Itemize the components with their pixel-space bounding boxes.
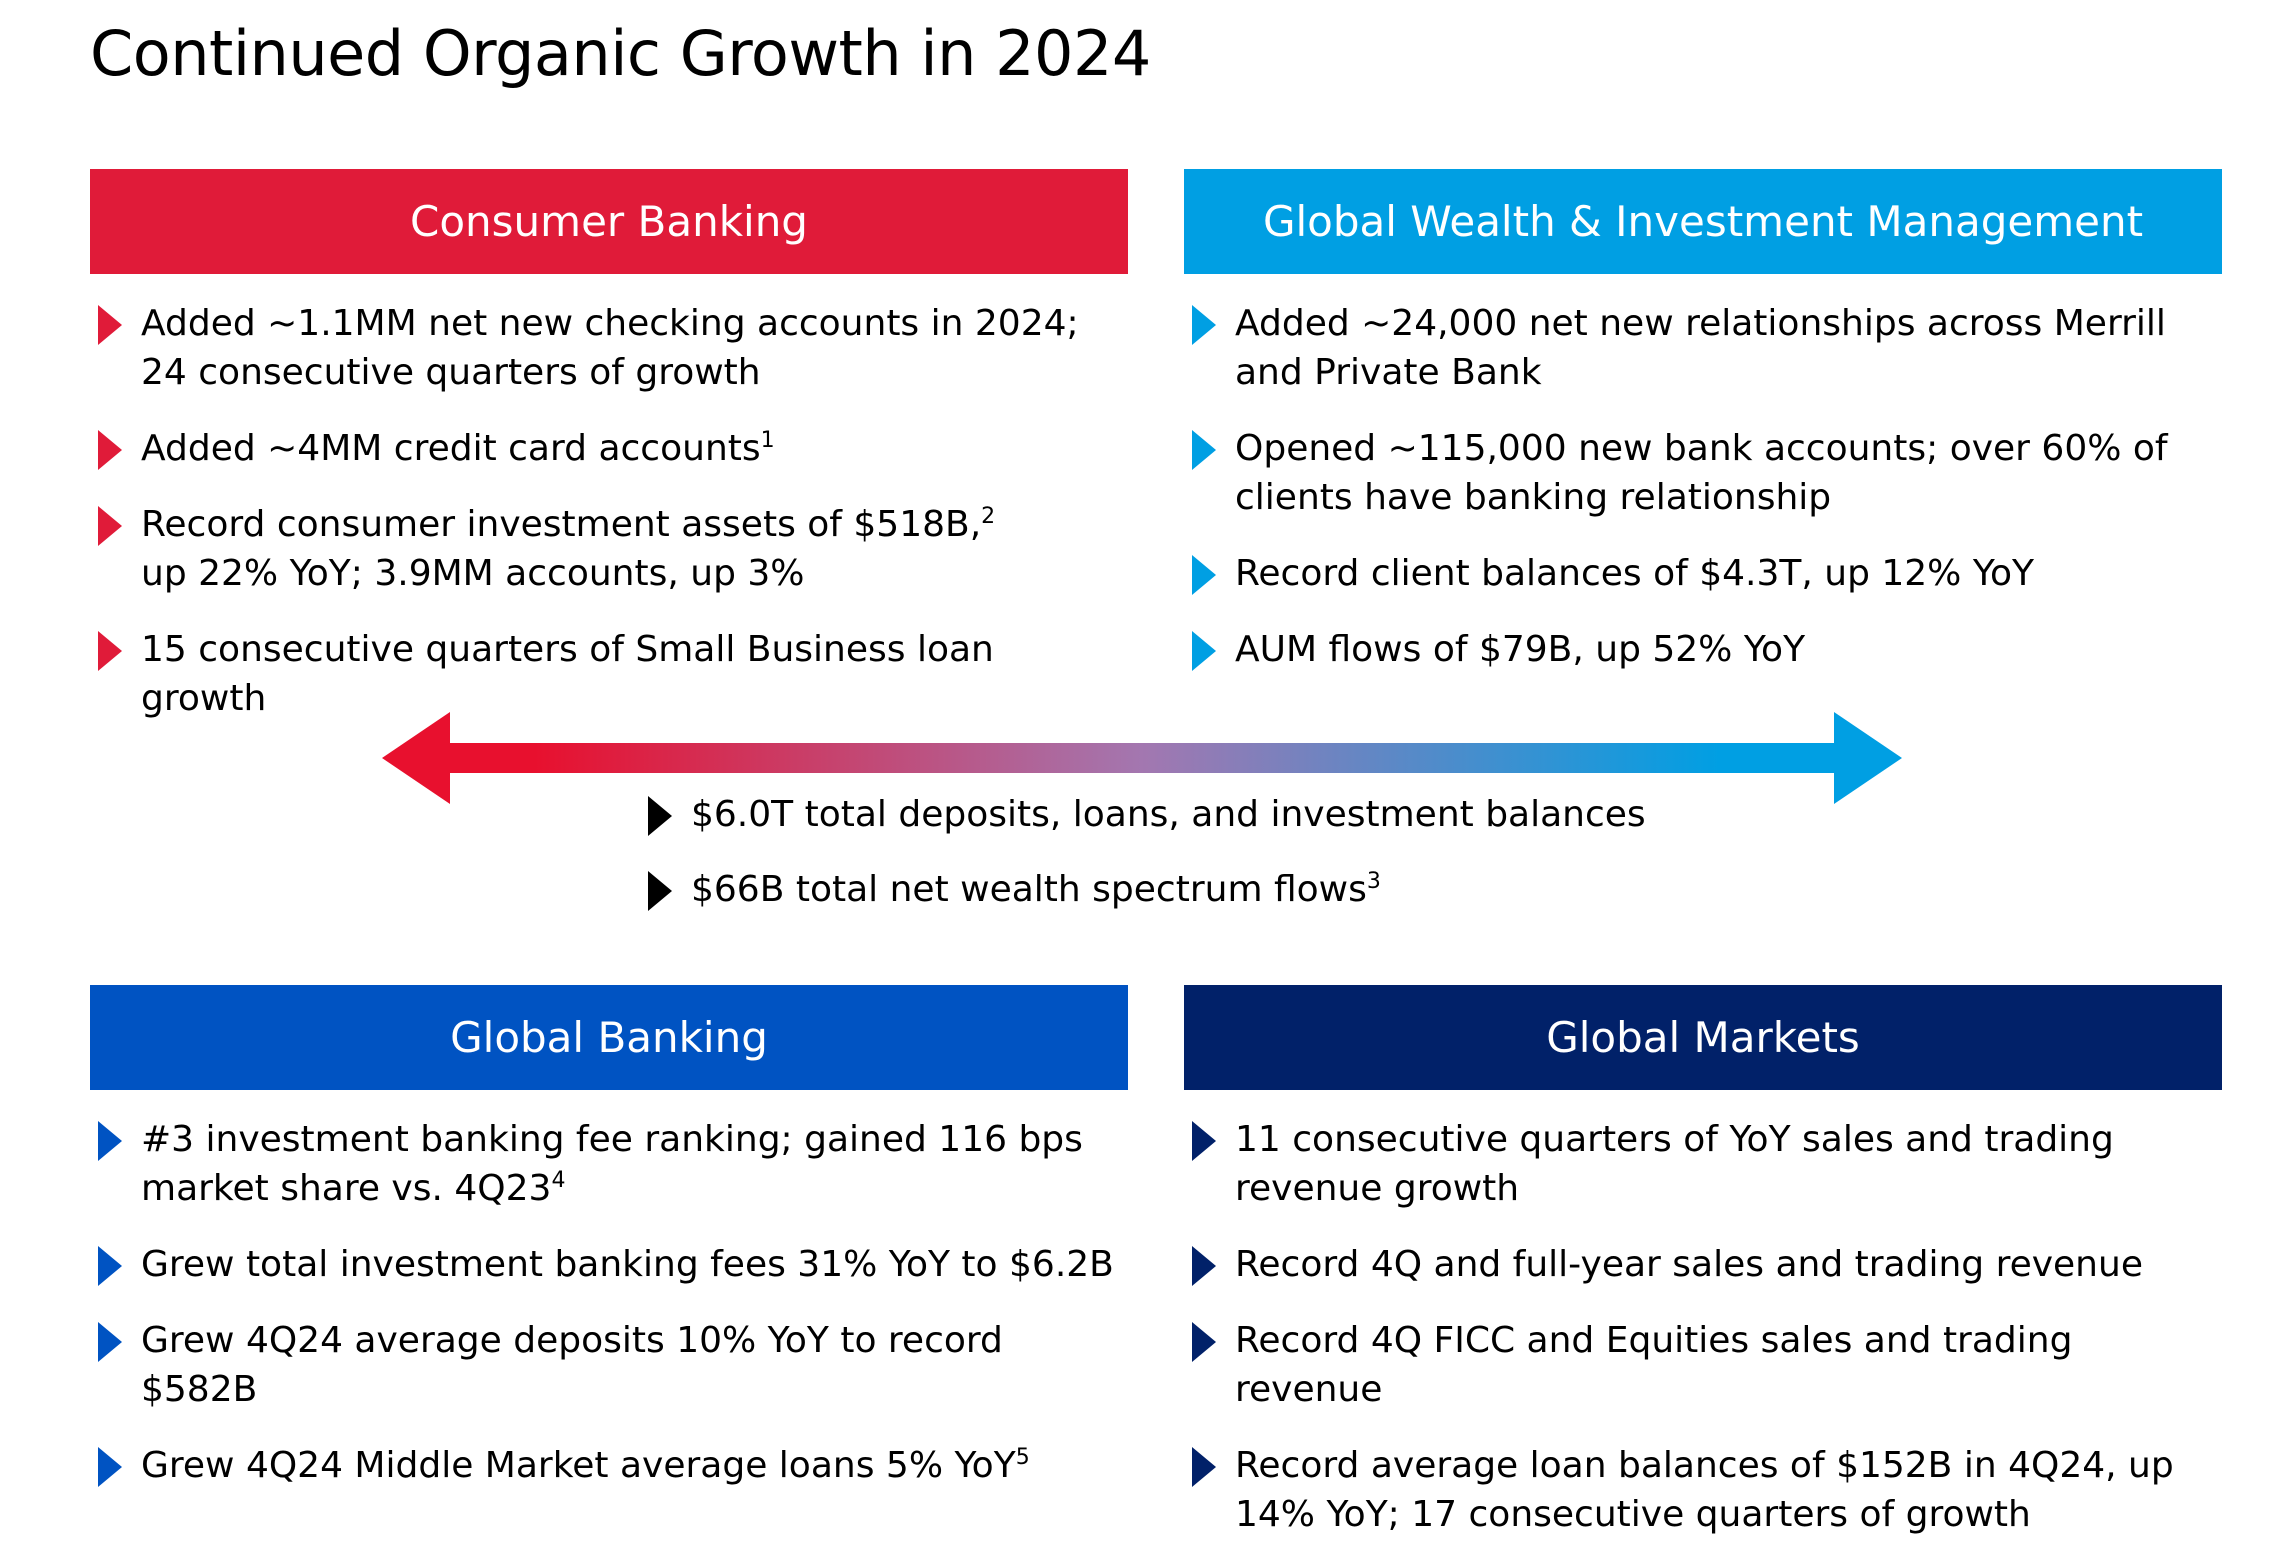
global-markets-header: Global Markets [1184,985,2222,1090]
list-item: Record 4Q FICC and Equities sales and tr… [1184,1316,2222,1414]
bullet-text-continued: up 22% YoY; 3.9MM accounts, up 3% [141,553,805,594]
double-arrow-icon [382,712,1902,804]
list-item: Grew 4Q24 average deposits 10% YoY to re… [90,1316,1128,1414]
list-item: Added ~24,000 net new relationships acro… [1184,299,2222,397]
footnote-marker: 5 [1015,1445,1030,1470]
bullet-text: Opened ~115,000 new bank accounts; over … [1235,428,2168,518]
list-item: Opened ~115,000 new bank accounts; over … [1184,424,2222,522]
global-banking-panel: Global Banking #3 investment banking fee… [90,985,1128,1517]
list-item: $6.0T total deposits, loans, and investm… [640,790,1646,839]
triangle-bullet-icon [648,871,672,911]
triangle-bullet-icon [98,1246,122,1286]
bullet-text: Record 4Q and full-year sales and tradin… [1235,1244,2143,1285]
double-arrow-graphic [382,708,1902,812]
triangle-bullet-icon [98,506,122,546]
list-item: Record average loan balances of $152B in… [1184,1441,2222,1539]
triangle-bullet-icon [1192,305,1216,345]
global-banking-list: #3 investment banking fee ranking; gaine… [90,1115,1128,1490]
bullet-text: 15 consecutive quarters of Small Busines… [141,629,994,719]
list-item: Added ~1.1MM net new checking accounts i… [90,299,1128,397]
triangle-bullet-icon [98,1447,122,1487]
bullet-text: $66B total net wealth spectrum flows [691,869,1367,910]
bullet-text: Grew total investment banking fees 31% Y… [141,1244,1114,1285]
bullet-text: Grew 4Q24 average deposits 10% YoY to re… [141,1320,1003,1410]
list-item: 11 consecutive quarters of YoY sales and… [1184,1115,2222,1213]
triangle-bullet-icon [1192,1121,1216,1161]
gwim-panel: Global Wealth & Investment Management Ad… [1184,169,2222,701]
footnote-marker: 3 [1366,869,1381,894]
bullet-text: Record 4Q FICC and Equities sales and tr… [1235,1320,2073,1410]
bullet-text: Record average loan balances of $152B in… [1235,1445,2174,1535]
list-item: AUM flows of $79B, up 52% YoY [1184,625,2222,674]
consumer-banking-header: Consumer Banking [90,169,1128,274]
center-summary-list: $6.0T total deposits, loans, and investm… [640,790,1646,914]
gwim-header: Global Wealth & Investment Management [1184,169,2222,274]
list-item: Grew total investment banking fees 31% Y… [90,1240,1128,1289]
bullet-text: Grew 4Q24 Middle Market average loans 5%… [141,1445,1016,1486]
list-item: Added ~4MM credit card accounts1 [90,424,1128,473]
bullet-text: AUM flows of $79B, up 52% YoY [1235,629,1806,670]
page-title: Continued Organic Growth in 2024 [90,17,1151,90]
triangle-bullet-icon [98,305,122,345]
bullet-text: Record client balances of $4.3T, up 12% … [1235,553,2035,594]
bullet-text: $6.0T total deposits, loans, and investm… [691,794,1646,835]
consumer-banking-panel: Consumer Banking Added ~1.1MM net new ch… [90,169,1128,750]
bullet-text: Added ~24,000 net new relationships acro… [1235,303,2166,393]
triangle-bullet-icon [1192,1246,1216,1286]
triangle-bullet-icon [98,430,122,470]
triangle-bullet-icon [98,1322,122,1362]
triangle-bullet-icon [648,796,672,836]
triangle-bullet-icon [1192,430,1216,470]
bullet-text: Added ~4MM credit card accounts [141,428,761,469]
list-item: Record 4Q and full-year sales and tradin… [1184,1240,2222,1289]
bullet-text: Record consumer investment assets of $51… [141,504,982,545]
triangle-bullet-icon [1192,555,1216,595]
triangle-bullet-icon [98,1121,122,1161]
list-item: #3 investment banking fee ranking; gaine… [90,1115,1128,1213]
consumer-banking-list: Added ~1.1MM net new checking accounts i… [90,299,1128,723]
triangle-bullet-icon [98,631,122,671]
bullet-text: Added ~1.1MM net new checking accounts i… [141,303,1079,393]
gwim-list: Added ~24,000 net new relationships acro… [1184,299,2222,674]
list-item: Record client balances of $4.3T, up 12% … [1184,549,2222,598]
triangle-bullet-icon [1192,1447,1216,1487]
list-item: $66B total net wealth spectrum flows3 [640,865,1646,914]
center-summary: $6.0T total deposits, loans, and investm… [640,790,1646,940]
bullet-text: 11 consecutive quarters of YoY sales and… [1235,1119,2114,1209]
triangle-bullet-icon [1192,631,1216,671]
footnote-marker: 1 [760,428,775,453]
list-item: Record consumer investment assets of $51… [90,500,1128,598]
global-markets-panel: Global Markets 11 consecutive quarters o… [1184,985,2222,1566]
list-item: 15 consecutive quarters of Small Busines… [90,625,1128,723]
triangle-bullet-icon [1192,1322,1216,1362]
footnote-marker: 2 [981,504,996,529]
list-item: Grew 4Q24 Middle Market average loans 5%… [90,1441,1128,1490]
bullet-text: #3 investment banking fee ranking; gaine… [141,1119,1083,1209]
global-banking-header: Global Banking [90,985,1128,1090]
footnote-marker: 4 [551,1168,566,1193]
global-markets-list: 11 consecutive quarters of YoY sales and… [1184,1115,2222,1539]
